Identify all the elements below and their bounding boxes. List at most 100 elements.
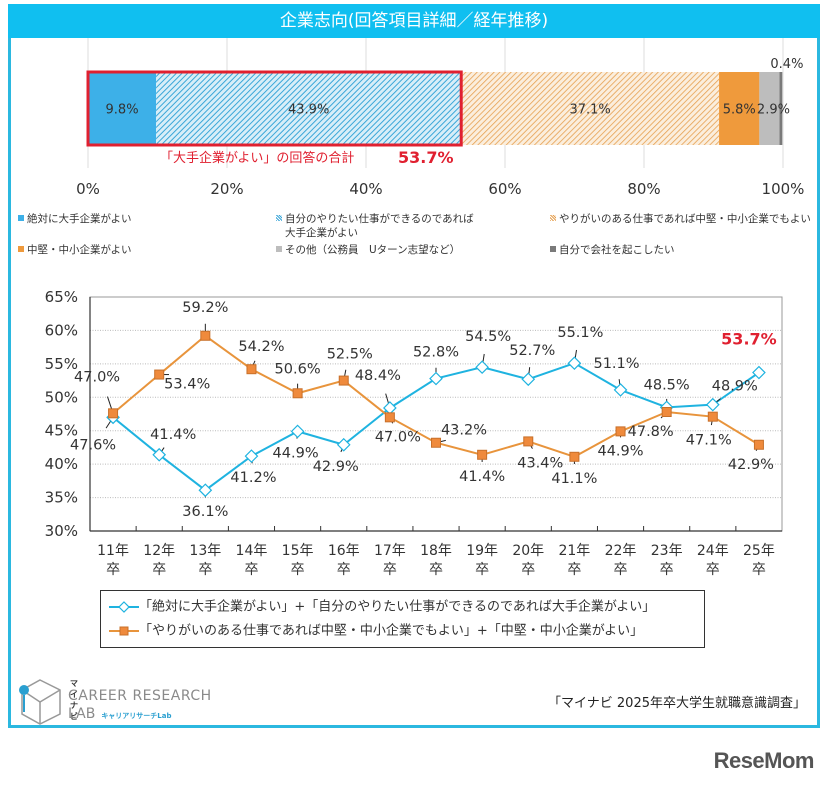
square-marker <box>108 408 119 419</box>
x-tick-label: 21年 <box>558 543 590 559</box>
data-label: 42.9% <box>728 457 774 473</box>
legend-swatch <box>18 215 24 221</box>
diamond-marker <box>429 371 443 386</box>
bar-x-tick-label: 60% <box>488 180 521 198</box>
bar-segment-label: 37.1% <box>569 103 610 118</box>
y-tick-label: 35% <box>45 489 78 507</box>
x-tick-label-suffix: 卒 <box>521 562 535 578</box>
source-caption: 「マイナビ 2025年卒大学生就職意識調査」 <box>548 696 806 711</box>
highlight-value: 53.7% <box>398 148 454 167</box>
data-label: 44.9% <box>273 445 319 461</box>
x-tick-label: 19年 <box>466 543 498 559</box>
bar-segment <box>759 72 780 145</box>
bar-x-tick-label: 40% <box>349 180 382 198</box>
chart-title: 企業志向(回答項目詳細／経年推移) <box>8 4 820 38</box>
data-label: 48.4% <box>355 368 401 384</box>
data-label: 47.0% <box>375 429 421 445</box>
x-tick-label-suffix: 卒 <box>614 562 628 578</box>
square-marker <box>384 412 395 423</box>
diamond-marker <box>336 437 351 452</box>
data-label: 54.5% <box>465 329 511 345</box>
bar-x-tick-label: 20% <box>210 180 243 198</box>
square-marker <box>154 369 165 380</box>
data-label: 36.1% <box>182 504 228 520</box>
line-chart: 30% 35% 40% 45% 50% 55% 60% 65% 47.6% 41.4% 36.1%… <box>45 288 783 578</box>
x-tick-label: 18年 <box>420 543 452 559</box>
x-tick-label-suffix: 卒 <box>106 562 120 578</box>
y-tick-label: 30% <box>45 522 78 540</box>
x-tick-label: 20年 <box>512 543 544 559</box>
diamond-marker <box>152 447 167 462</box>
x-tick-label-suffix: 卒 <box>198 562 212 578</box>
x-tick-label: 22年 <box>605 543 637 559</box>
x-tick-label-suffix: 卒 <box>383 562 397 578</box>
data-label: 43.4% <box>517 455 563 471</box>
data-label: 52.8% <box>413 345 459 361</box>
data-label: 41.4% <box>150 427 196 443</box>
data-label: 54.2% <box>238 339 284 355</box>
highlight-box <box>86 70 463 147</box>
diamond-marker <box>613 383 628 397</box>
x-tick-label-suffix: 卒 <box>660 562 674 578</box>
diamond-line-icon <box>109 601 139 613</box>
bar-x-tick-label: 80% <box>627 180 660 198</box>
square-marker <box>753 439 764 450</box>
legend-item-other: その他（公務員 Uターン志望など） <box>276 243 460 257</box>
x-tick-label-suffix: 卒 <box>244 562 258 578</box>
square-marker <box>569 451 580 462</box>
diamond-marker <box>475 360 489 375</box>
bar-segment <box>156 72 462 145</box>
data-label: 48.9% <box>712 379 758 395</box>
y-tick-label: 65% <box>45 288 78 306</box>
x-tick-label: 11年 <box>97 543 129 559</box>
legend-item-sme-company: 「やりがいのある仕事であれば中堅・中小企業でもよい」+「中堅・中小企業がよい」 <box>109 621 643 641</box>
diamond-marker <box>244 449 259 463</box>
data-label: 43.2% <box>441 423 487 439</box>
x-tick-label-suffix: 卒 <box>752 562 766 578</box>
y-tick-label: 50% <box>45 388 78 406</box>
data-label: 47.6% <box>70 437 116 453</box>
bar-segment <box>88 72 157 145</box>
data-label: 48.5% <box>644 377 690 393</box>
x-tick-label: 15年 <box>282 543 314 559</box>
data-label: 55.1% <box>557 325 603 341</box>
bar-segment-label: 2.9% <box>757 103 790 118</box>
stacked-bar-chart: 9.8% 43.9% 37.1% 5.8% 2.9% 0.4% 「大手企業がよい」の回答の合… <box>76 38 805 198</box>
diamond-marker <box>198 483 213 498</box>
lab-cube-icon <box>19 679 61 725</box>
square-marker <box>615 426 626 437</box>
legend-swatch <box>550 246 556 252</box>
bar-x-tick-label: 100% <box>762 180 805 198</box>
x-tick-label-suffix: 卒 <box>475 562 489 578</box>
x-tick-label: 24年 <box>697 543 729 559</box>
bar-segment <box>461 72 720 145</box>
y-tick-label: 60% <box>45 321 78 339</box>
data-label: 52.7% <box>509 343 555 359</box>
legend-item-large-company: 「絶対に大手企業がよい」+「自分のやりたい仕事ができるのであれば大手企業がよい」 <box>109 597 655 617</box>
data-label: 41.4% <box>459 469 505 485</box>
diamond-marker <box>705 397 720 412</box>
bar-segment-label: 5.8% <box>723 103 756 118</box>
x-tick-label-suffix: 卒 <box>567 562 581 578</box>
x-tick-label-suffix: 卒 <box>337 562 351 578</box>
legend-item-sme: 中堅・中小企業がよい <box>18 243 131 257</box>
legend-swatch <box>276 246 282 252</box>
square-marker <box>431 437 441 448</box>
y-tick-label: 45% <box>45 422 78 440</box>
bar-segment <box>719 72 760 145</box>
x-tick-label: 17年 <box>374 543 406 559</box>
y-tick-label: 40% <box>45 455 78 473</box>
x-tick-label: 16年 <box>328 543 360 559</box>
square-line-icon <box>109 626 139 636</box>
x-tick-label: 13年 <box>189 543 221 559</box>
x-tick-label-suffix: 卒 <box>429 562 443 578</box>
square-marker <box>338 375 349 386</box>
bar-segment-label: 9.8% <box>106 103 139 118</box>
x-tick-label-suffix: 卒 <box>706 562 720 578</box>
legend-item-absolutely-large: 絶対に大手企業がよい <box>18 212 131 226</box>
x-tick-label: 14年 <box>236 543 268 559</box>
x-tick-label: 23年 <box>651 543 683 559</box>
legend-swatch <box>18 246 24 252</box>
legend-swatch <box>276 215 282 221</box>
data-label: 51.1% <box>593 356 639 372</box>
